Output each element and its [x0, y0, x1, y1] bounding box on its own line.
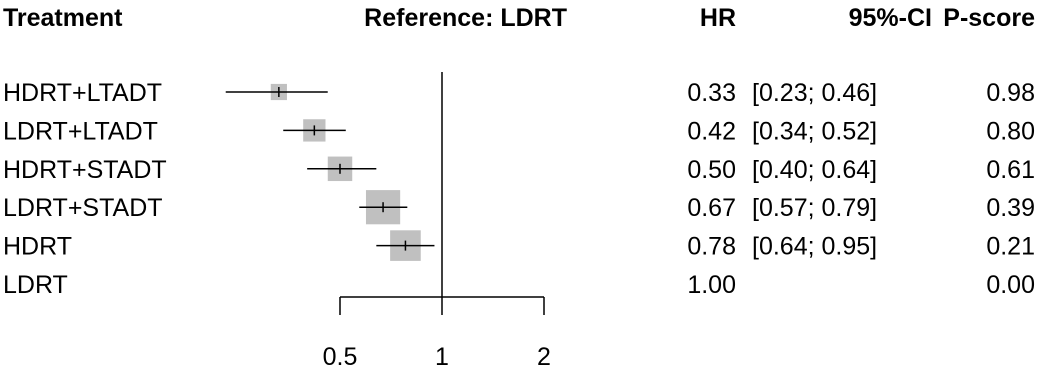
- row-hr-value: 0.50: [687, 156, 736, 184]
- row-treatment-label: LDRT+LTADT: [3, 117, 158, 145]
- x-axis: 0.5 1 2: [323, 296, 551, 368]
- row-ci-value: [0.40; 0.64]: [752, 156, 877, 184]
- row-treatment-label: LDRT+STADT: [3, 194, 163, 222]
- row-ci-value: [0.23; 0.46]: [752, 79, 877, 107]
- row-hr-value: 0.67: [687, 194, 736, 222]
- header-treatment: Treatment: [3, 4, 123, 32]
- row-treatment-label: HDRT+LTADT: [3, 79, 162, 107]
- row-pscore-value: 0.61: [986, 156, 1035, 184]
- header-hr: HR: [700, 4, 736, 32]
- row-pscore-value: 0.98: [986, 79, 1035, 107]
- row-pscore-value: 0.00: [986, 271, 1035, 299]
- row-ci-value: [0.57; 0.79]: [752, 194, 877, 222]
- header-ci: 95%-CI: [849, 4, 932, 32]
- row-ci-value: [0.64; 0.95]: [752, 233, 877, 261]
- x-tick-label: 0.5: [323, 343, 358, 368]
- header-pscore: P-score: [943, 4, 1035, 32]
- row-hr-value: 0.33: [687, 79, 736, 107]
- row-treatment-label: HDRT+STADT: [3, 156, 167, 184]
- treatment-rows: HDRT+LTADT 0.33 [0.23; 0.46] 0.98 LDRT+LTADT…: [3, 79, 1035, 299]
- x-tick-label: 2: [537, 343, 551, 368]
- row-hr-value: 1.00: [687, 271, 736, 299]
- row-pscore-value: 0.80: [986, 117, 1035, 145]
- row-treatment-label: LDRT: [3, 271, 68, 299]
- header-reference: Reference: LDRT: [364, 4, 567, 32]
- row-pscore-value: 0.21: [986, 233, 1035, 261]
- row-hr-value: 0.42: [687, 117, 736, 145]
- row-ci-value: [0.34; 0.52]: [752, 117, 877, 145]
- row-hr-value: 0.78: [687, 233, 736, 261]
- row-pscore-value: 0.39: [986, 194, 1035, 222]
- plot-area: [225, 72, 443, 297]
- x-tick-label: 1: [435, 343, 449, 368]
- row-treatment-label: HDRT: [3, 233, 72, 261]
- column-headers: Treatment Reference: LDRT HR 95%-CI P-sc…: [3, 4, 1035, 32]
